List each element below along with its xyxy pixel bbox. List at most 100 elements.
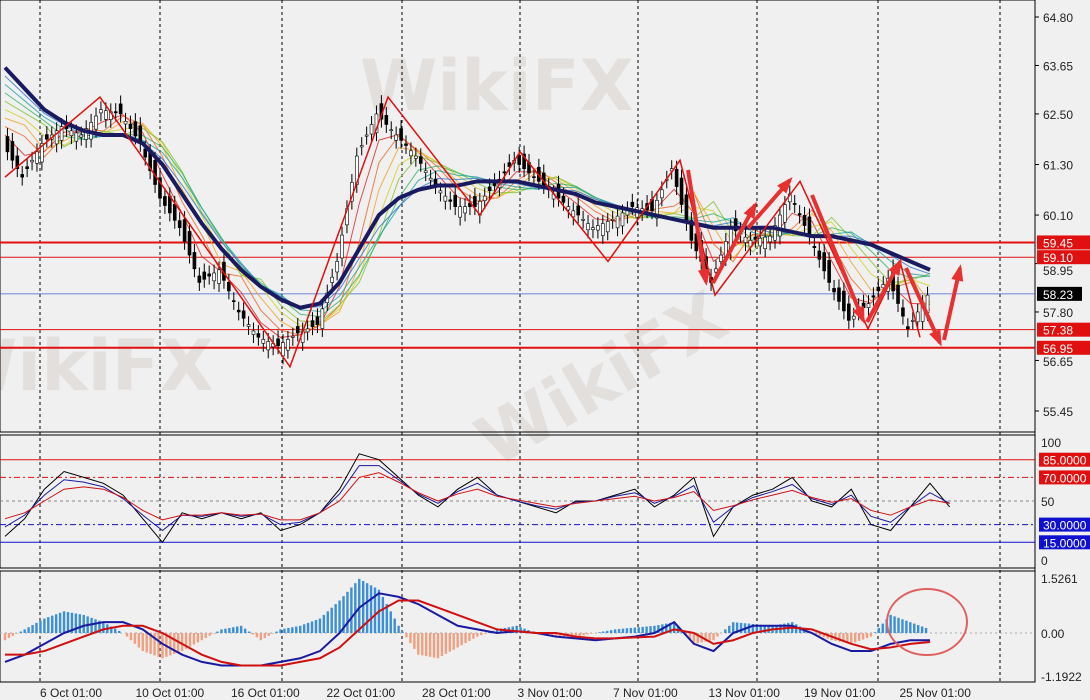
- macd-histogram-bar: [602, 631, 605, 633]
- macd-histogram-bar: [759, 624, 762, 633]
- candle-body: [679, 177, 684, 205]
- macd-histogram-bar: [669, 622, 672, 633]
- arrow-head-icon: [929, 329, 942, 347]
- candle-body: [561, 195, 566, 203]
- macd-histogram-bar: [70, 612, 74, 633]
- macd-histogram-bar: [472, 633, 475, 639]
- candle-body: [822, 252, 827, 272]
- macd-histogram-bar: [302, 624, 306, 633]
- candle-body: [99, 109, 103, 114]
- macd-histogram-bar: [523, 628, 526, 633]
- candle-body: [84, 128, 88, 140]
- macd-histogram-bar: [161, 633, 164, 659]
- macd-histogram-bar: [369, 585, 373, 633]
- macd-histogram-bar: [913, 623, 916, 633]
- candle-body: [25, 166, 29, 170]
- macd-histogram-bar: [338, 600, 341, 633]
- candle-body: [473, 196, 477, 207]
- candle-body: [30, 159, 34, 163]
- candle-body: [394, 134, 398, 141]
- candle-body: [655, 200, 659, 219]
- candle-body: [202, 271, 207, 280]
- candle-body: [576, 205, 581, 216]
- candle-body: [610, 218, 615, 221]
- candle-body: [871, 295, 876, 298]
- oscillator-level-tag: [1039, 535, 1090, 550]
- macd-histogram-bar: [818, 633, 821, 636]
- candle-body: [438, 190, 443, 194]
- macd-histogram-bar: [228, 627, 231, 633]
- macd-histogram-bar: [39, 620, 42, 633]
- macd-histogram-bar: [755, 624, 759, 633]
- price-tick-label: 56.65: [1043, 355, 1073, 369]
- macd-histogram-bar: [716, 633, 719, 637]
- macd-histogram-bar: [393, 618, 396, 633]
- macd-histogram-bar: [460, 633, 463, 646]
- candle-body: [231, 300, 236, 302]
- macd-histogram-bar: [247, 631, 251, 633]
- price-tick-label: 58.95: [1043, 264, 1073, 278]
- macd-histogram-bar: [232, 627, 235, 633]
- macd-histogram-bar: [180, 633, 184, 652]
- price-tick-label: 62.50: [1043, 108, 1073, 122]
- macd-histogram-bar: [236, 626, 239, 633]
- candle-body: [227, 281, 231, 292]
- macd-histogram-bar: [15, 633, 19, 634]
- price-tick-label: 61.30: [1043, 158, 1073, 172]
- candle-body: [182, 219, 187, 242]
- macd-histogram-bar: [389, 611, 392, 633]
- candle-body: [522, 153, 526, 170]
- macd-histogram-bar: [850, 633, 853, 644]
- macd-histogram-bar: [212, 633, 215, 634]
- macd-histogram-bar: [354, 583, 357, 633]
- candle-body: [463, 206, 467, 214]
- trend-arrow: [686, 169, 708, 283]
- candle-body: [660, 189, 664, 199]
- macd-histogram-bar: [586, 633, 589, 635]
- macd-histogram-bar: [346, 591, 349, 633]
- macd-histogram-bar: [117, 630, 121, 633]
- oscillator-level-label: 70.0000: [1043, 471, 1087, 485]
- macd-histogram-bar: [318, 618, 322, 633]
- macd-histogram-bar: [873, 632, 877, 633]
- x-tick-label: 16 Oct 01:00: [231, 686, 300, 700]
- candle-body: [773, 225, 777, 241]
- candle-body: [906, 326, 910, 330]
- macd-histogram-bar: [877, 627, 881, 633]
- oscillator-level-tag: [1039, 517, 1090, 532]
- macd-histogram-bar: [428, 633, 432, 657]
- macd-histogram-bar: [735, 622, 739, 633]
- macd-histogram-bar: [216, 631, 219, 633]
- oscillator-level-label: 15.0000: [1043, 536, 1087, 550]
- macd-histogram-bar: [641, 626, 644, 633]
- candle-body: [207, 273, 211, 277]
- macd-histogram-bar: [665, 623, 668, 633]
- candle-body: [172, 203, 177, 221]
- candle-body: [369, 124, 374, 135]
- candle-body: [192, 252, 197, 270]
- macd-histogram-bar: [424, 633, 428, 657]
- macd-histogram-bar: [173, 633, 176, 654]
- macd-histogram-bar: [495, 629, 499, 633]
- candle-body: [197, 275, 202, 283]
- x-tick-label: 22 Oct 01:00: [327, 686, 396, 700]
- macd-histogram-bar: [145, 633, 148, 653]
- macd-histogram-bar: [35, 622, 38, 633]
- current-price-tag: [1037, 286, 1082, 301]
- candle-body: [448, 199, 453, 202]
- macd-histogram-bar: [141, 633, 144, 652]
- macd-histogram-bar: [192, 633, 196, 645]
- candle-body: [615, 215, 620, 229]
- macd-histogram-bar: [361, 581, 365, 633]
- macd-histogram-bar: [484, 633, 487, 634]
- macd-histogram-bar: [550, 633, 554, 636]
- candle-body: [719, 254, 723, 262]
- macd-histogram-bar: [397, 625, 400, 633]
- macd-histogram-bar: [275, 631, 278, 633]
- macd-histogram-bar: [905, 620, 908, 633]
- candle-body: [837, 287, 841, 302]
- candle-body: [5, 136, 10, 153]
- macd-histogram-bar: [570, 633, 574, 637]
- macd-histogram-bar: [696, 633, 699, 644]
